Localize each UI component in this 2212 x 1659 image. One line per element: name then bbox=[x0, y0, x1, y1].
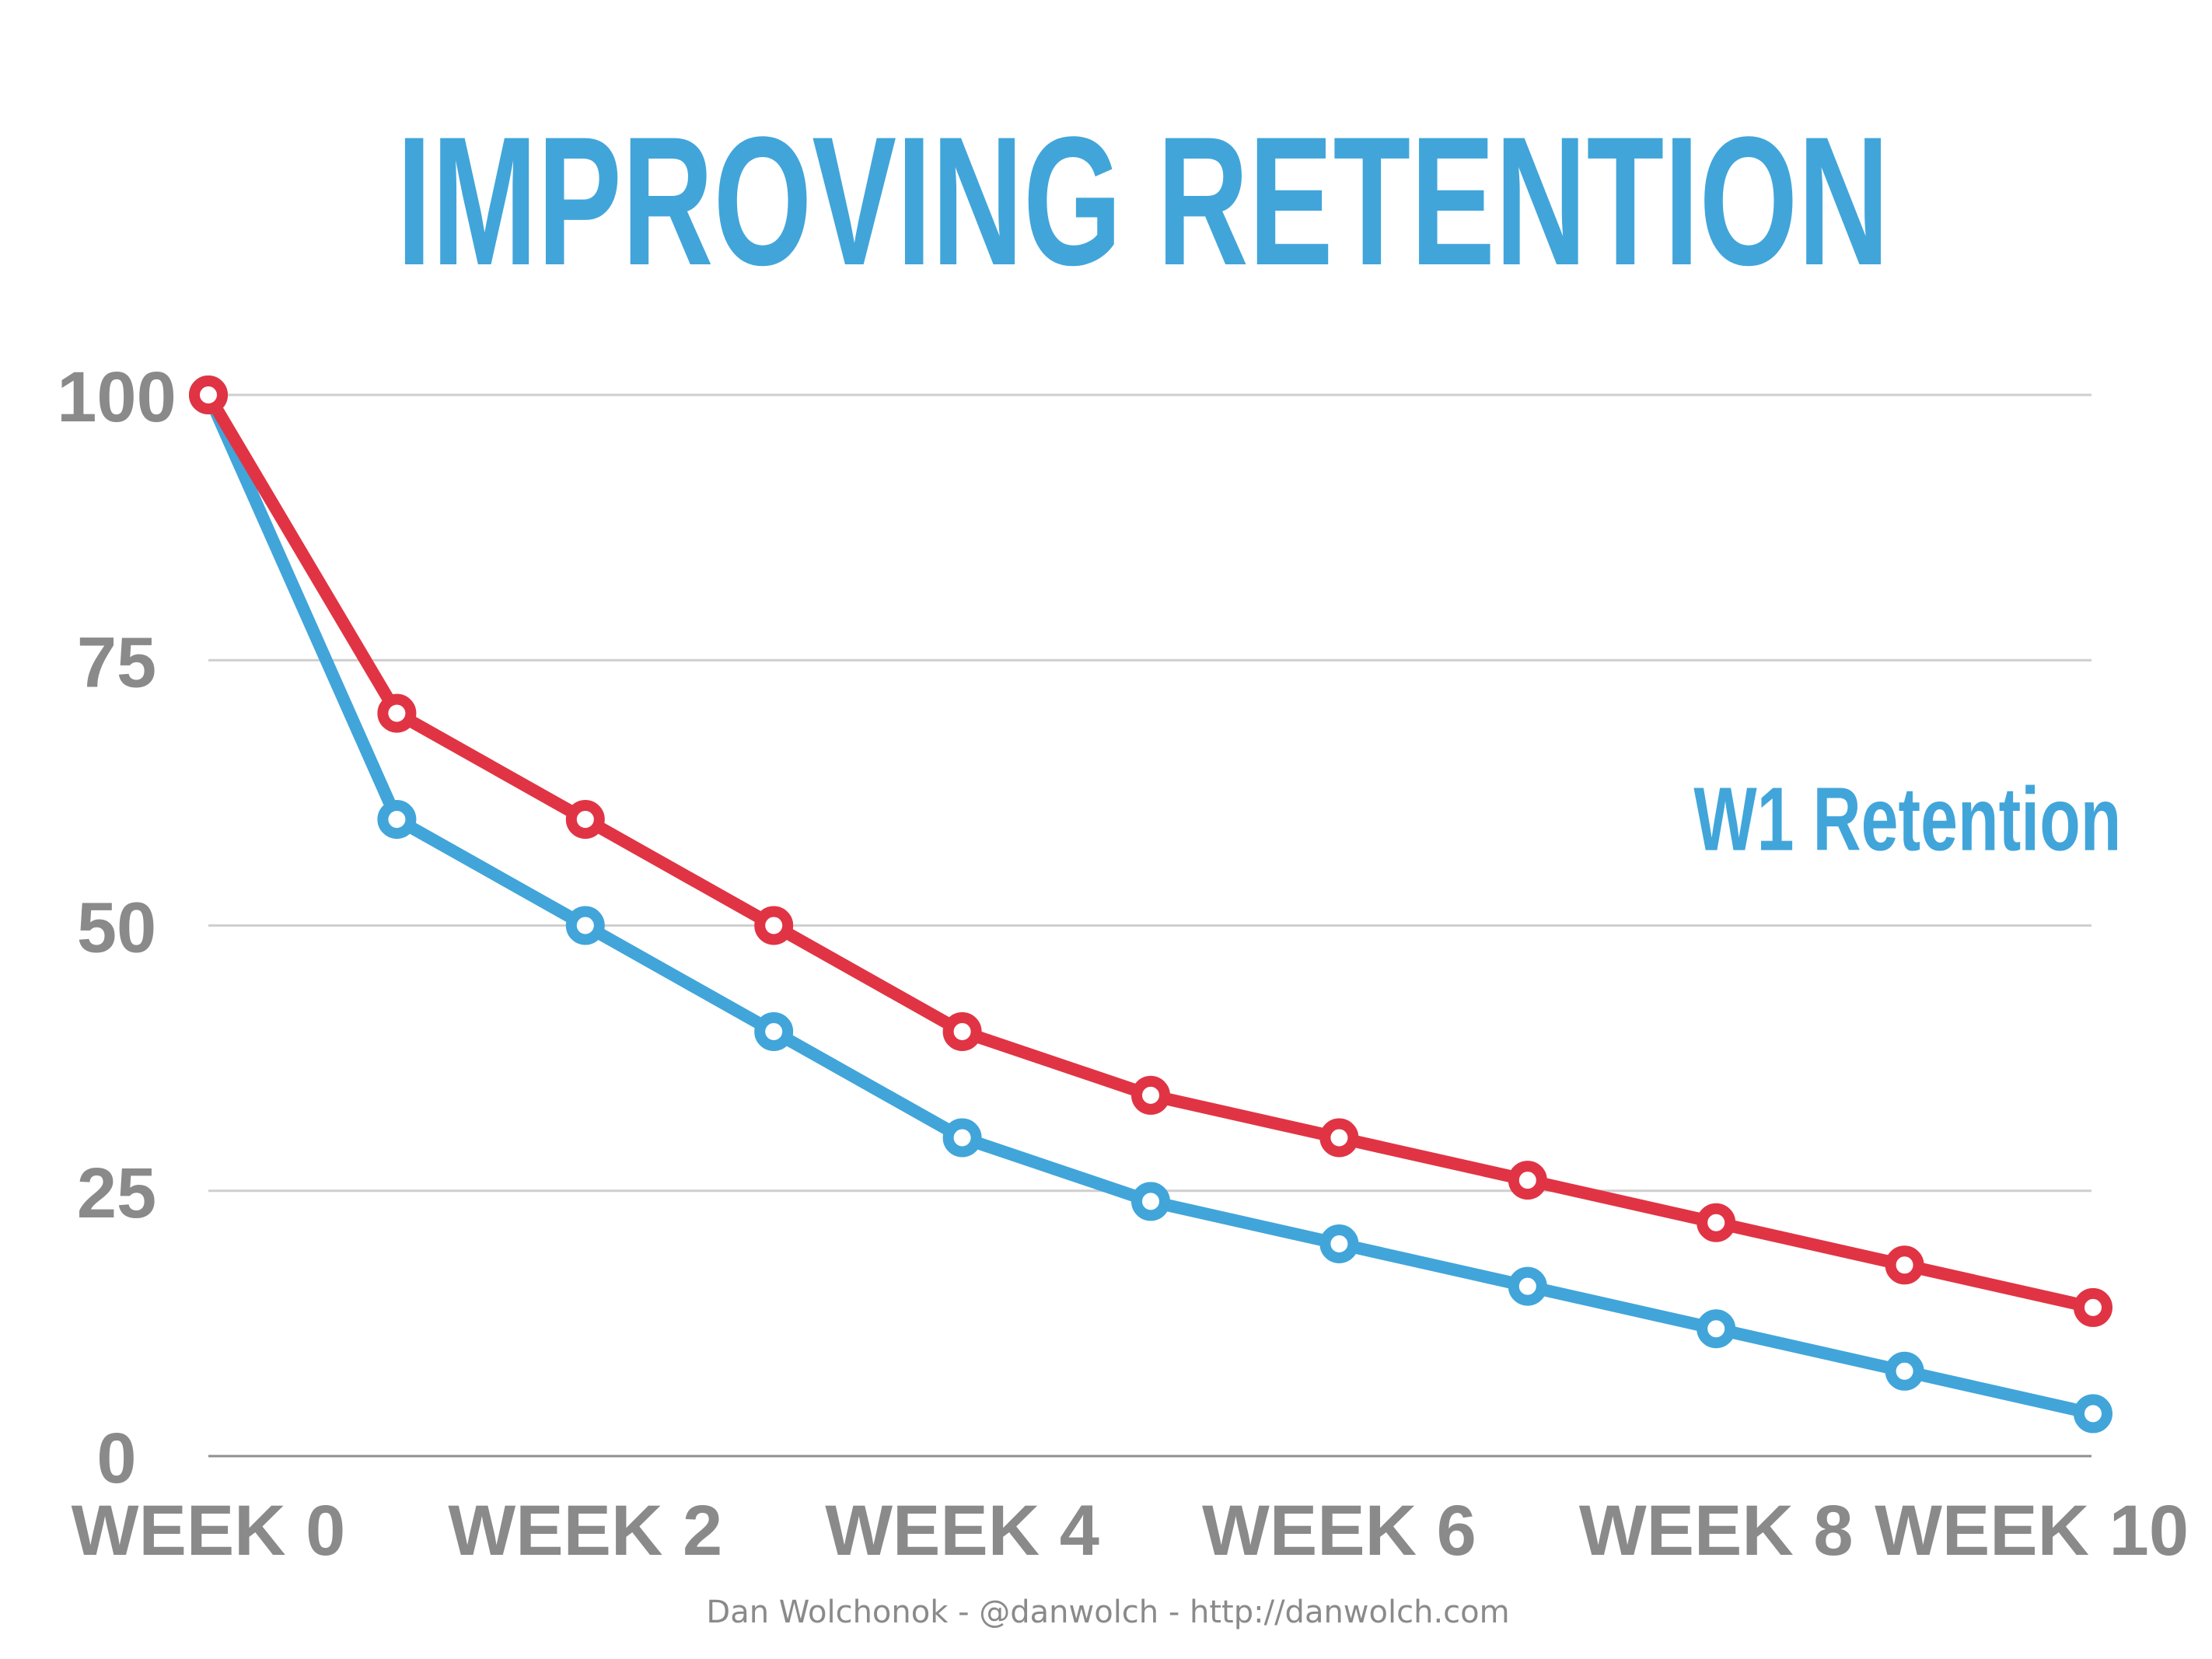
credit-line: Dan Wolchonok - @danwolch - http://danwo… bbox=[706, 1594, 1509, 1630]
x-tick-label: WEEK 6 bbox=[1202, 1491, 1476, 1570]
data-point-improved bbox=[1131, 1075, 1170, 1115]
y-tick-label: 100 bbox=[57, 358, 176, 437]
annotation-label: W1 Retention bbox=[1693, 768, 2121, 869]
data-point-baseline bbox=[1508, 1266, 1547, 1306]
data-point-baseline bbox=[754, 1012, 794, 1051]
x-tick-label: WEEK 2 bbox=[448, 1491, 722, 1570]
data-point-baseline bbox=[2074, 1394, 2112, 1434]
data-point-improved bbox=[189, 375, 228, 414]
data-point-improved bbox=[1697, 1203, 1736, 1242]
annotations: W1 Retention bbox=[1693, 768, 2121, 869]
data-point-improved bbox=[942, 1012, 982, 1051]
x-tick-label: WEEK 4 bbox=[825, 1491, 1099, 1570]
x-tick-label: WEEK 0 bbox=[72, 1491, 346, 1570]
data-point-improved bbox=[565, 800, 605, 839]
x-axis-ticks: WEEK 0 WEEK 2 WEEK 4 WEEK 6 WEEK 8 WEEK 10 bbox=[72, 1491, 2189, 1570]
y-tick-label: 75 bbox=[77, 623, 156, 702]
y-tick-label: 50 bbox=[77, 889, 156, 968]
series-lines bbox=[189, 375, 2112, 1434]
data-point-baseline bbox=[942, 1118, 982, 1158]
data-point-improved bbox=[1319, 1118, 1359, 1158]
data-point-improved bbox=[1885, 1245, 1924, 1285]
data-point-baseline bbox=[1885, 1351, 1924, 1391]
y-tick-label: 25 bbox=[77, 1154, 156, 1233]
data-point-improved bbox=[2074, 1287, 2112, 1327]
data-point-improved bbox=[1508, 1161, 1547, 1200]
x-tick-label: WEEK 8 bbox=[1579, 1491, 1854, 1570]
y-tick-label: 0 bbox=[96, 1419, 136, 1498]
data-point-baseline bbox=[1319, 1224, 1359, 1263]
data-point-improved bbox=[754, 906, 794, 945]
data-point-baseline bbox=[1697, 1309, 1736, 1349]
data-point-improved bbox=[377, 693, 417, 733]
chart-title: IMPROVING RETENTION bbox=[397, 99, 1889, 304]
x-tick-label: WEEK 10 bbox=[1875, 1491, 2189, 1570]
data-point-baseline bbox=[1131, 1182, 1170, 1221]
data-point-baseline bbox=[565, 906, 605, 945]
data-point-baseline bbox=[377, 800, 417, 839]
y-axis-ticks: 0 25 50 75 100 bbox=[57, 358, 176, 1498]
